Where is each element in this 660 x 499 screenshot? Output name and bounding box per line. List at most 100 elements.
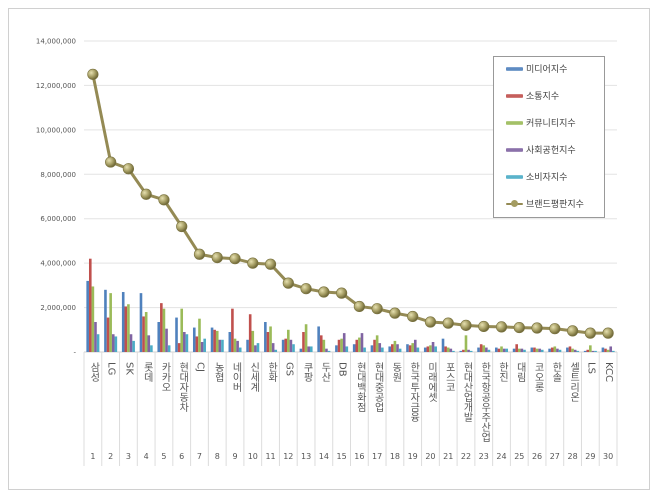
bar-4-2 — [111, 334, 115, 352]
bar-5-18 — [398, 348, 402, 352]
bar-3-15 — [340, 338, 343, 352]
bar-3-3 — [127, 304, 130, 352]
legend-item: 브랜드평판지수 — [506, 197, 584, 210]
brand-index-point-1 — [87, 68, 99, 80]
bar-1-16 — [352, 344, 356, 352]
bar-4-7 — [200, 342, 204, 352]
bar-3-19 — [411, 343, 414, 352]
bar-5-27 — [558, 349, 562, 352]
bar-3-11 — [269, 326, 272, 352]
bar-1-18 — [388, 346, 392, 352]
rank-label: 26 — [531, 452, 543, 461]
bar-1-5 — [157, 322, 161, 352]
category-label: 삼성 — [87, 362, 99, 382]
bar-1-2 — [104, 289, 107, 352]
rank-label: 15 — [336, 452, 347, 461]
category-label: 한화 — [265, 362, 277, 382]
bar-1-11 — [264, 322, 267, 352]
bar-1-7 — [192, 327, 196, 352]
category-label: 한진 — [496, 362, 508, 382]
bar-4-5 — [165, 328, 168, 352]
brand-index-point-21 — [442, 317, 454, 329]
bar-5-23 — [487, 349, 491, 352]
brand-index-point-29 — [584, 327, 596, 339]
brand-index-point-18 — [389, 307, 401, 319]
bar-1-20 — [423, 347, 427, 352]
brand-index-point-4 — [140, 188, 152, 200]
bar-4-24 — [502, 348, 506, 352]
category-label: 현대백화점 — [354, 362, 366, 412]
rank-label: 7 — [196, 452, 203, 461]
y-tick-label: 14,000,000 — [36, 38, 76, 46]
bar-2-27 — [550, 347, 554, 352]
rank-label: 11 — [265, 452, 276, 461]
bar-4-22 — [467, 349, 470, 352]
bar-3-21 — [446, 347, 450, 352]
brand-index-point-5 — [158, 194, 170, 206]
bar-2-19 — [408, 345, 412, 352]
brand-index-point-10 — [247, 257, 259, 269]
brand-index-point-9 — [229, 253, 241, 265]
category-label: 한국항공우주산업 — [478, 362, 490, 442]
bar-4-10 — [254, 345, 257, 352]
bar-1-15 — [335, 345, 338, 352]
rank-label: 22 — [460, 452, 472, 461]
bar-1-25 — [512, 348, 516, 352]
bar-2-2 — [106, 317, 110, 352]
bar-4-21 — [449, 348, 453, 352]
bar-5-6 — [185, 334, 189, 352]
bar-1-23 — [477, 347, 480, 352]
bar-5-1 — [96, 334, 100, 352]
bar-5-21 — [452, 350, 455, 352]
legend-swatch-icon — [506, 120, 523, 125]
bar-3-30 — [606, 349, 610, 352]
brand-index-point-14 — [318, 286, 330, 298]
rank-label: 2 — [108, 452, 114, 461]
bar-4-12 — [289, 339, 293, 352]
bar-5-25 — [523, 349, 526, 352]
rank-label: 21 — [443, 452, 454, 461]
bar-2-1 — [88, 258, 92, 352]
category-label: 현대자동차 — [176, 362, 188, 412]
brand-index-point-17 — [371, 303, 383, 315]
bar-2-15 — [337, 339, 341, 352]
rank-label: 29 — [585, 452, 596, 461]
bar-5-9 — [238, 347, 242, 352]
bar-3-13 — [304, 324, 308, 352]
bar-3-27 — [553, 346, 557, 352]
bar-3-25 — [517, 348, 521, 352]
bar-2-6 — [177, 343, 181, 352]
brand-index-point-3 — [122, 163, 135, 175]
rank-label: 19 — [407, 452, 418, 461]
legend-item: 미디어지수 — [506, 62, 567, 75]
bar-1-17 — [370, 345, 374, 352]
rank-label: 24 — [496, 452, 507, 461]
bar-5-14 — [327, 350, 331, 352]
bar-3-20 — [429, 345, 432, 352]
rank-label: 13 — [300, 452, 312, 461]
brand-index-point-2 — [105, 156, 117, 168]
legend-item: 소비자지수 — [506, 170, 567, 183]
rank-label: 27 — [549, 452, 560, 461]
bar-3-24 — [500, 346, 503, 352]
bar-4-17 — [378, 343, 382, 352]
bar-2-11 — [266, 332, 270, 352]
rank-label: 18 — [389, 452, 400, 461]
rank-label: 25 — [514, 452, 525, 461]
legend-swatch-icon — [506, 93, 523, 98]
rank-label: 4 — [143, 452, 149, 461]
bar-5-17 — [381, 347, 384, 352]
legend-label: 소비자지수 — [526, 173, 568, 183]
brand-index-point-8 — [211, 251, 223, 264]
bar-5-5 — [167, 345, 171, 352]
bar-3-6 — [180, 308, 184, 352]
legend-label: 미디어지수 — [526, 65, 568, 75]
brand-index-point-23 — [478, 320, 490, 333]
category-label: 포스코 — [443, 362, 455, 392]
category-label: 한솔 — [549, 362, 561, 382]
brand-index-point-30 — [602, 327, 614, 339]
rank-label: 10 — [247, 452, 258, 461]
rank-label: 14 — [318, 452, 329, 461]
bar-4-4 — [147, 335, 151, 352]
